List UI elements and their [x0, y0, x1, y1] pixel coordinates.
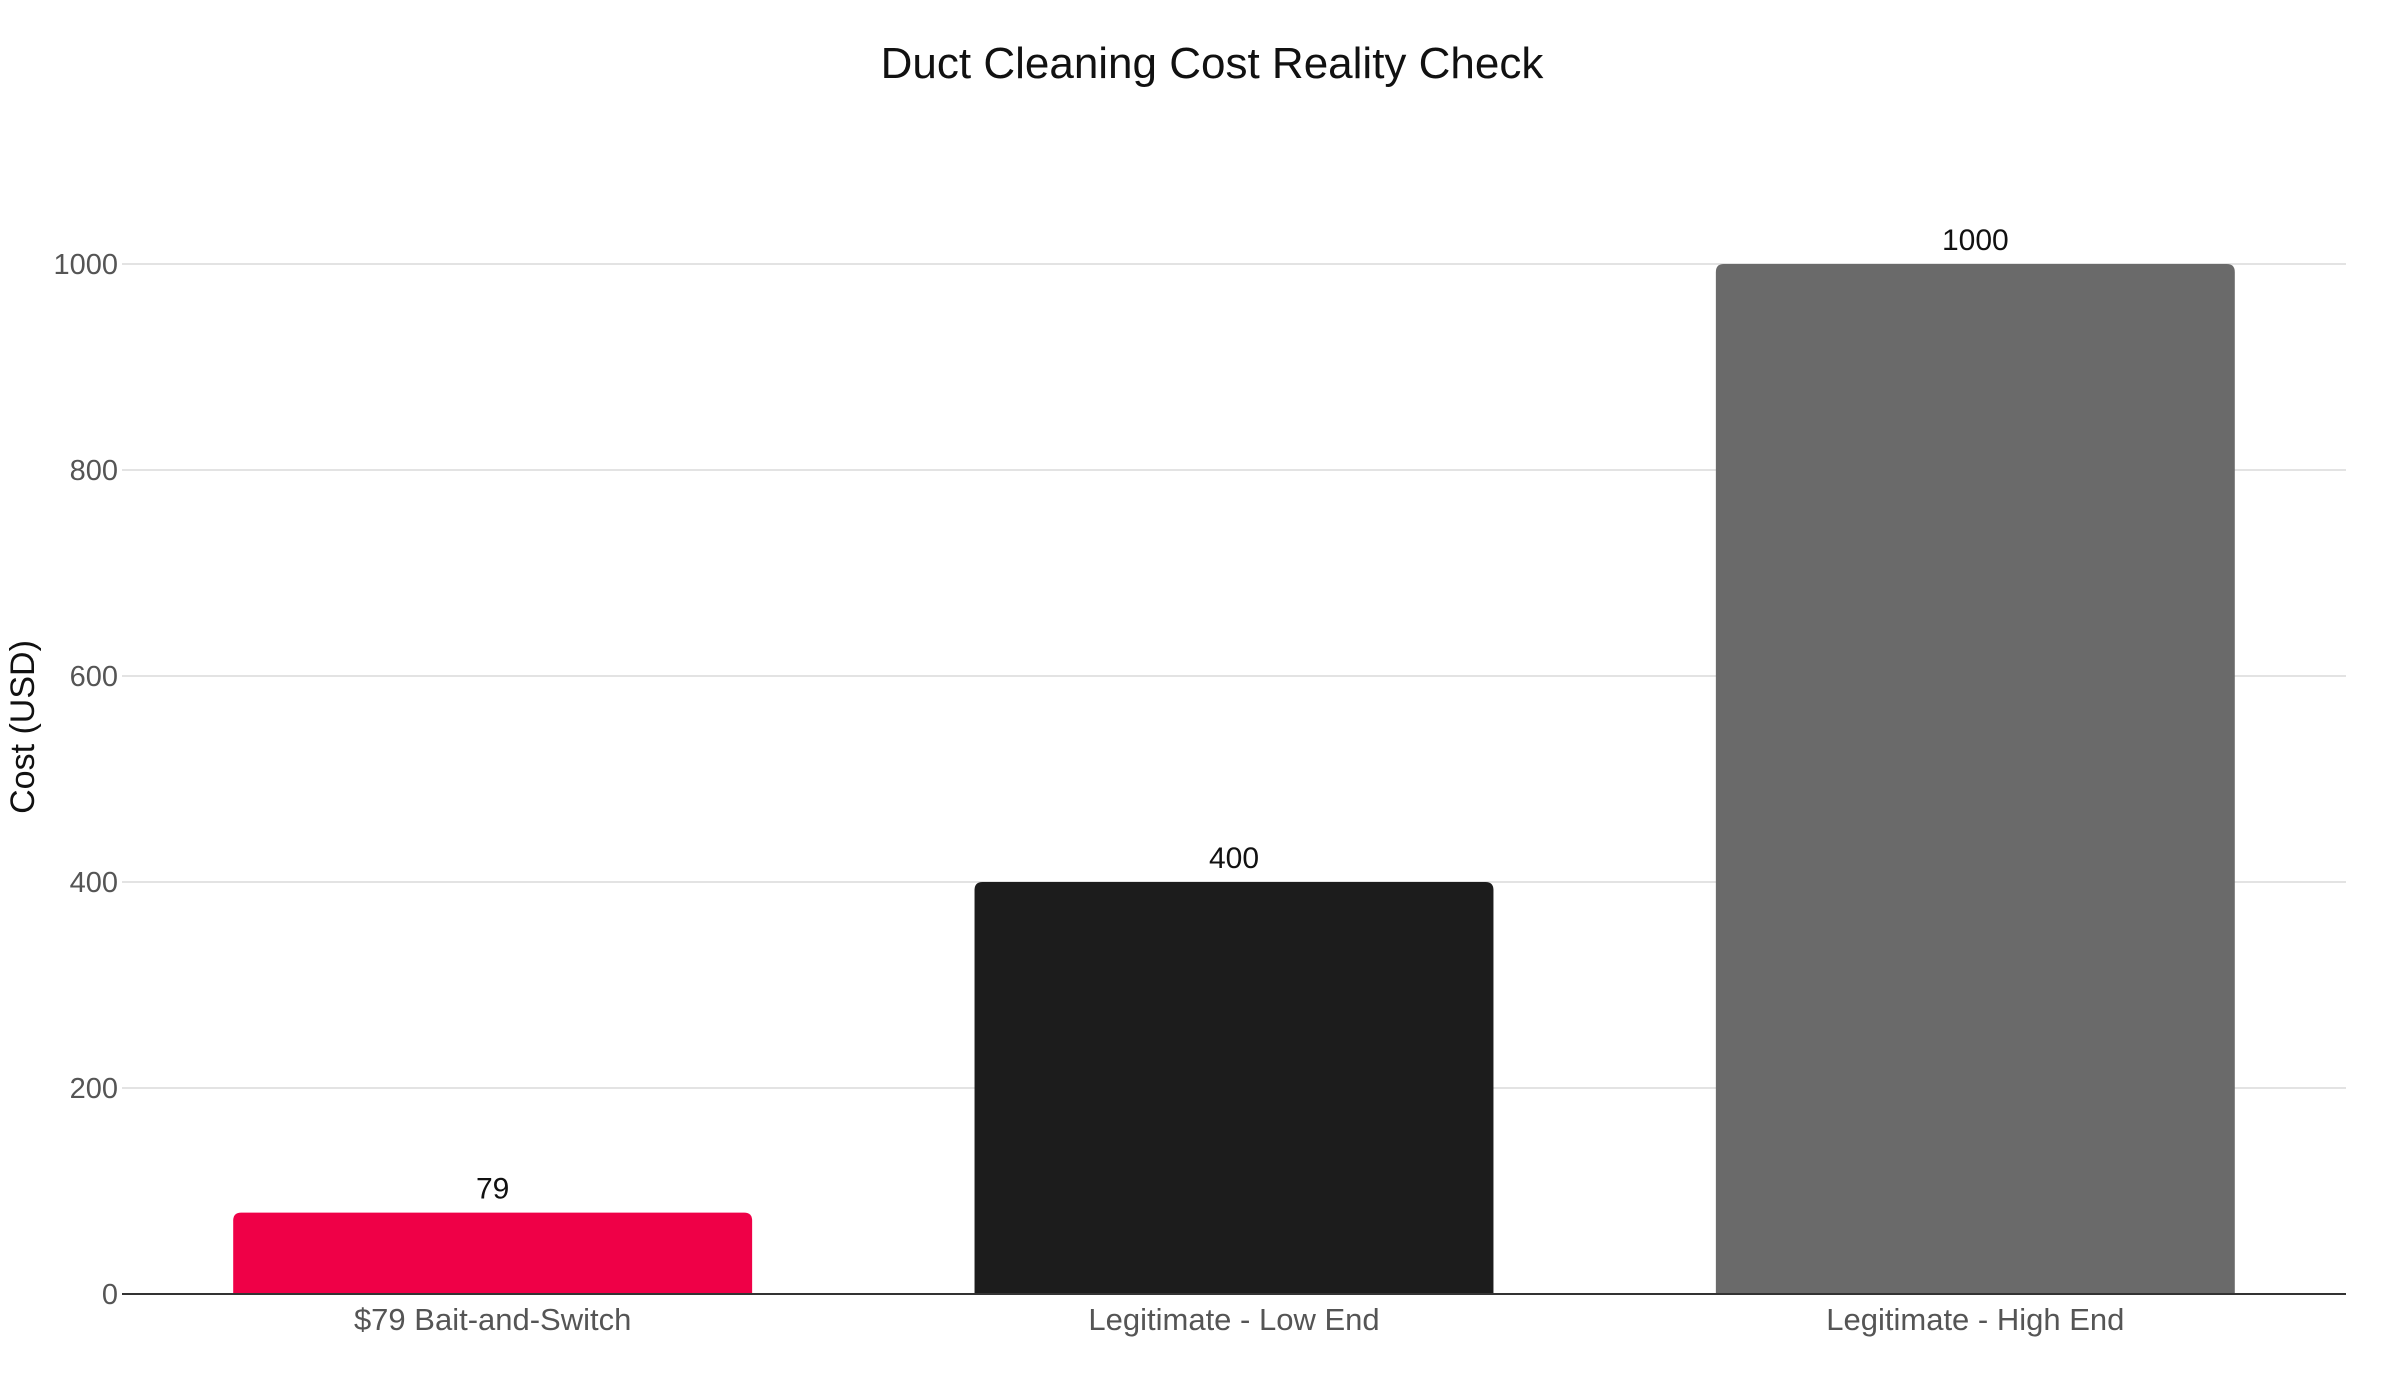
- y-axis-title: Cost (USD): [4, 640, 42, 814]
- data-label: 79: [476, 1173, 509, 1206]
- x-category-label: Legitimate - High End: [1826, 1302, 2124, 1337]
- y-tick-label: 400: [70, 867, 118, 899]
- bar-1: [233, 1212, 753, 1294]
- y-tick-label: 200: [70, 1073, 118, 1105]
- x-axis-categories: $79 Bait-and-Switch Legitimate - Low End L…: [354, 1302, 2124, 1337]
- y-tick-label: 0: [102, 1279, 118, 1311]
- y-tick-label: 600: [70, 661, 118, 693]
- y-axis-ticks: 0 200 400 600 800 1000: [53, 249, 118, 1311]
- y-tick-label: 800: [70, 455, 118, 487]
- chart-title: Duct Cleaning Cost Reality Check: [881, 39, 1545, 88]
- bars: [233, 264, 2235, 1294]
- x-category-label: $79 Bait-and-Switch: [354, 1302, 631, 1337]
- y-tick-label: 1000: [53, 249, 118, 281]
- bar-3: [1715, 264, 2235, 1294]
- data-label: 400: [1209, 842, 1259, 875]
- bar-2: [974, 882, 1494, 1294]
- data-label: 1000: [1942, 224, 2009, 257]
- data-labels: 79 400 1000: [476, 224, 2009, 1206]
- x-category-label: Legitimate - Low End: [1088, 1302, 1379, 1337]
